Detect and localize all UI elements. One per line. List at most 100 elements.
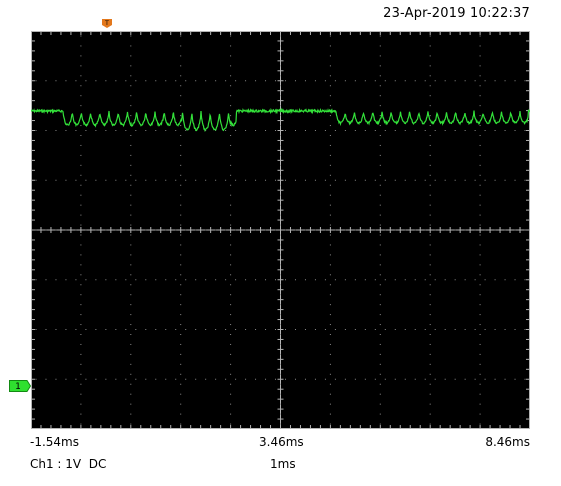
- graticule-dot: [180, 135, 182, 136]
- graticule-dot: [135, 378, 137, 380]
- graticule-dot: [429, 324, 431, 326]
- graticule-dot: [484, 179, 486, 181]
- graticule-dot: [329, 174, 331, 176]
- graticule-dot: [155, 329, 157, 330]
- graticule-dot: [230, 174, 232, 176]
- graticule-dot: [429, 45, 431, 47]
- graticule-dot: [280, 154, 281, 156]
- graticule-dot: [215, 378, 217, 380]
- graticule-dot: [344, 378, 346, 380]
- graticule-dot: [130, 314, 132, 316]
- graticule-dot: [85, 229, 87, 231]
- graticule-dot: [145, 279, 147, 281]
- graticule-dot: [344, 130, 346, 131]
- graticule-dot: [75, 80, 77, 82]
- graticule-dot: [165, 229, 167, 231]
- graticule-dot: [424, 229, 426, 231]
- graticule-dot: [479, 334, 481, 335]
- graticule-dot: [329, 164, 331, 166]
- graticule-dot: [324, 80, 326, 82]
- graticule-dot: [95, 179, 97, 181]
- graticule-dot: [304, 279, 306, 281]
- graticule-dot: [454, 130, 456, 131]
- graticule-dot: [479, 324, 481, 326]
- graticule-dot: [80, 423, 82, 425]
- graticule-dot: [329, 373, 331, 375]
- graticule-dot: [329, 35, 331, 37]
- graticule-dot: [280, 224, 281, 226]
- graticule-dot: [334, 229, 336, 231]
- graticule-dot: [80, 135, 82, 136]
- graticule-dot: [180, 324, 182, 326]
- graticule-dot: [524, 329, 526, 330]
- graticule-dot: [454, 378, 456, 380]
- graticule-dot: [245, 279, 247, 281]
- graticule-dot: [55, 378, 57, 380]
- graticule-dot: [180, 334, 182, 335]
- graticule-dot: [180, 65, 182, 67]
- graticule-dot: [230, 304, 232, 306]
- graticule-dot: [180, 264, 182, 266]
- graticule-dot: [379, 135, 381, 136]
- graticule-dot: [280, 353, 281, 355]
- graticule-dot: [35, 179, 37, 181]
- graticule-dot: [414, 130, 416, 131]
- graticule-dot: [314, 329, 316, 330]
- graticule-dot: [474, 130, 476, 131]
- scope-display: [31, 31, 530, 429]
- graticule-dot: [329, 214, 331, 216]
- graticule-dot: [329, 343, 331, 345]
- scope-screen[interactable]: [31, 31, 530, 429]
- graticule-dot: [275, 80, 277, 82]
- graticule-dot: [354, 229, 356, 231]
- graticule-dot: [235, 279, 237, 281]
- graticule-dot: [429, 174, 431, 176]
- graticule-dot: [334, 80, 336, 82]
- graticule-dot: [130, 373, 132, 375]
- graticule-dot: [130, 244, 132, 246]
- graticule-dot: [180, 154, 182, 156]
- graticule-dot: [55, 229, 57, 231]
- graticule-dot: [280, 413, 281, 415]
- graticule-dot: [125, 279, 127, 281]
- graticule-dot: [185, 80, 187, 82]
- graticule-dot: [504, 378, 506, 380]
- graticule-dot: [524, 378, 526, 380]
- graticule-dot: [479, 304, 481, 306]
- graticule-dot: [479, 224, 481, 226]
- graticule-dot: [464, 179, 466, 181]
- graticule-dot: [429, 373, 431, 375]
- graticule-dot: [130, 154, 132, 156]
- graticule-dot: [424, 378, 426, 380]
- graticule-dot: [135, 229, 137, 231]
- graticule-dot: [384, 329, 386, 330]
- channel-1-marker-label: 1: [15, 382, 21, 392]
- graticule-dot: [180, 284, 182, 286]
- graticule-dot: [379, 264, 381, 266]
- graticule-dot: [45, 130, 47, 131]
- graticule-dot: [334, 279, 336, 281]
- graticule-dot: [329, 294, 331, 296]
- graticule-dot: [429, 144, 431, 146]
- graticule-dot: [364, 279, 366, 281]
- graticule-dot: [80, 334, 82, 335]
- graticule-dot: [354, 130, 356, 131]
- graticule-dot: [215, 279, 217, 281]
- graticule-dot: [379, 125, 381, 127]
- graticule-dot: [379, 383, 381, 385]
- graticule-dot: [364, 378, 366, 380]
- graticule-dot: [374, 179, 376, 181]
- svg-text:T: T: [104, 20, 109, 27]
- graticule-dot: [180, 304, 182, 306]
- graticule-dot: [75, 378, 77, 380]
- channel-1-marker[interactable]: 1: [9, 377, 32, 392]
- graticule-dot: [130, 304, 132, 306]
- graticule-dot: [280, 234, 281, 236]
- graticule-dot: [245, 130, 247, 131]
- graticule-dot: [424, 179, 426, 181]
- graticule-dot: [280, 343, 281, 345]
- trigger-position-marker-icon[interactable]: T: [102, 19, 112, 28]
- graticule-dot: [230, 115, 232, 117]
- graticule-dot: [130, 184, 132, 186]
- graticule-dot: [125, 179, 127, 181]
